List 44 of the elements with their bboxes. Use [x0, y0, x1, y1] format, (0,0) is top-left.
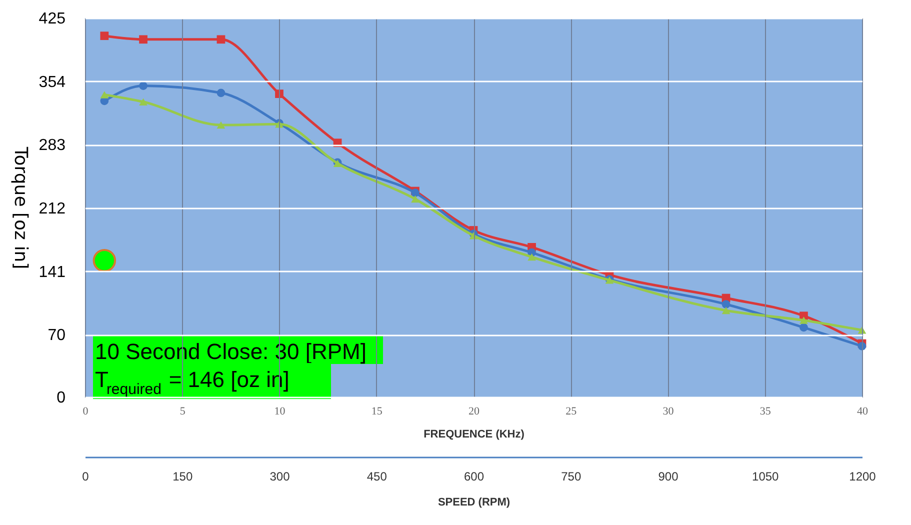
x-tick-label: 25	[566, 406, 578, 418]
x2-tick-label: 150	[172, 470, 193, 484]
x-tick-label: 20	[468, 406, 480, 418]
point	[139, 98, 148, 106]
y-tick-label: 425	[38, 10, 66, 28]
point	[411, 195, 420, 203]
x2-tick-label: 750	[561, 470, 582, 484]
point	[722, 306, 730, 314]
x-tick-label: 30	[662, 406, 674, 418]
x-tick-label: 35	[760, 406, 772, 418]
point	[92, 248, 116, 272]
x-tick-label: 15	[371, 406, 383, 418]
x2-tick-label: 900	[658, 470, 679, 484]
y-tick-label: 212	[38, 200, 66, 218]
point	[528, 253, 536, 261]
point	[100, 91, 109, 98]
y-tick-label: 354	[38, 74, 66, 91]
point	[275, 90, 284, 98]
x2-tick-label: 450	[366, 470, 388, 484]
point	[800, 316, 808, 324]
x-axis-title: FREQUENCE (KHz)	[424, 428, 525, 440]
y-tick-label: 283	[38, 137, 66, 154]
x-tick-label: 5	[180, 406, 186, 418]
point	[216, 35, 226, 44]
y-tick-label: 0	[56, 390, 66, 406]
x-tick-label: 10	[274, 406, 286, 418]
point	[139, 82, 148, 90]
y-tick-label: 70	[48, 327, 66, 344]
point	[100, 32, 109, 40]
x-tick-label: 0	[82, 406, 89, 418]
x2-tick-label: 600	[464, 470, 484, 484]
x2-tick-label: 300	[270, 470, 290, 484]
point	[722, 300, 730, 308]
x2-axis-title: SPEED (RPM)	[438, 496, 510, 508]
point	[216, 121, 226, 129]
point	[800, 323, 808, 332]
x-tick-label: 40	[857, 406, 868, 418]
x2-tick-label: 0	[82, 470, 90, 484]
y-axis-title: Torque [oz in]	[10, 146, 31, 270]
x2-tick-label: 1050	[752, 470, 780, 484]
y-tick-label: 141	[38, 264, 66, 281]
point	[139, 35, 148, 44]
point	[216, 88, 226, 98]
x2-tick-label: 1200	[849, 470, 876, 484]
